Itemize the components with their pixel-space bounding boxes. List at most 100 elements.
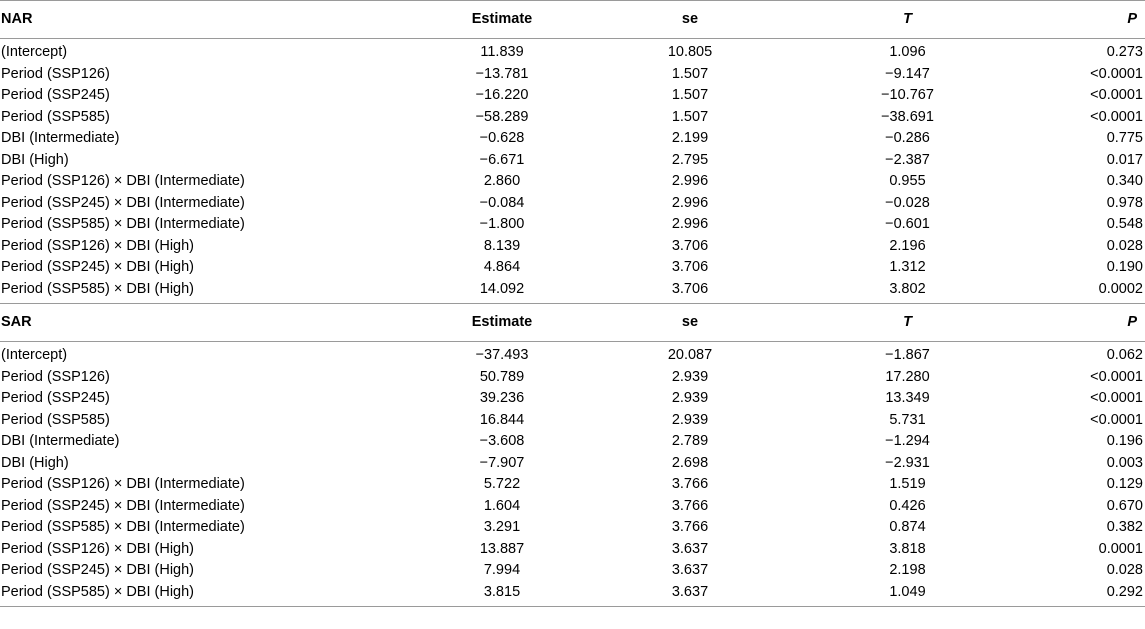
- t-cell: 17.280: [885, 368, 930, 385]
- t-cell: −0.601: [885, 216, 930, 232]
- p-cell: 0.028: [1106, 237, 1143, 254]
- p-cell: 0.0002: [1098, 280, 1143, 297]
- row-label: Period (SSP585): [1, 411, 110, 428]
- table-row: Period (SSP245) × DBI (Intermediate) −0.0…: [0, 193, 1145, 215]
- estimate-cell: 14.092: [479, 280, 525, 297]
- estimate-cell: −7.907: [479, 454, 525, 471]
- t-cell: 5.731: [889, 411, 926, 428]
- section-header-row: SAR Estimate se T P: [0, 303, 1145, 342]
- t-cell: 13.349: [885, 390, 930, 406]
- table-row: DBI (High) −7.907 2.698 −2.931 0.003: [0, 453, 1145, 475]
- column-header-se: se: [590, 303, 790, 342]
- p-cell: 0.548: [1106, 216, 1143, 232]
- table-row: Period (SSP245) 39.236 2.939 13.349 <0.0001: [0, 388, 1145, 410]
- row-label: Period (SSP245) × DBI (Intermediate): [1, 497, 245, 514]
- se-cell: 3.637: [590, 581, 790, 607]
- table-row: Period (SSP126) × DBI (Intermediate) 2.86…: [0, 171, 1145, 193]
- row-label: Period (SSP126): [1, 368, 110, 385]
- se-cell: 2.795: [671, 151, 709, 168]
- estimate-cell: 50.789: [479, 368, 525, 385]
- se-cell: 2.939: [671, 411, 709, 428]
- t-cell: 1.312: [889, 259, 926, 275]
- row-label: Period (SSP585) × DBI (Intermediate): [1, 519, 245, 535]
- estimate-cell: 3.291: [483, 519, 521, 535]
- table-row: DBI (High) −6.671 2.795 −2.387 0.017: [0, 150, 1145, 172]
- estimate-cell: −0.084: [479, 194, 525, 211]
- estimate-cell: 3.815: [400, 581, 590, 607]
- t-cell: 3.818: [889, 540, 926, 557]
- row-label: Period (SSP126) × DBI (High): [1, 540, 195, 557]
- p-cell: 0.028: [1106, 562, 1143, 578]
- estimate-cell: −16.220: [475, 87, 529, 103]
- row-label: Period (SSP245) × DBI (Intermediate): [1, 194, 245, 211]
- se-cell: 3.766: [671, 497, 709, 514]
- table-row: Period (SSP585) × DBI (Intermediate) −1.8…: [0, 214, 1145, 236]
- se-cell: 2.698: [671, 454, 709, 471]
- regression-table: NAR Estimate se T P (Intercept) 11.839 10.805 1.…: [0, 0, 1145, 607]
- se-cell: 1.507: [671, 108, 709, 125]
- p-cell: 0.190: [1106, 259, 1143, 275]
- p-cell: 0.670: [1106, 497, 1143, 514]
- t-cell: 0.955: [889, 173, 926, 189]
- row-label: Period (SSP585) × DBI (High): [0, 581, 400, 607]
- estimate-cell: −58.289: [475, 108, 529, 125]
- t-cell: 1.049: [790, 581, 1025, 607]
- row-label: Period (SSP245): [1, 87, 110, 103]
- estimate-cell: 39.236: [479, 390, 525, 406]
- se-cell: 3.637: [671, 540, 709, 557]
- se-cell: 2.939: [671, 368, 709, 385]
- row-label: Period (SSP126) × DBI (Intermediate): [1, 173, 245, 189]
- t-cell: −2.387: [885, 151, 930, 168]
- row-label: Period (SSP585) × DBI (High): [1, 280, 195, 297]
- t-cell: 0.426: [889, 497, 926, 514]
- t-cell: 1.519: [889, 476, 926, 492]
- row-label: Period (SSP126) × DBI (Intermediate): [1, 476, 245, 492]
- se-cell: 2.789: [671, 433, 709, 449]
- p-cell: 0.017: [1106, 151, 1143, 168]
- table-body: NAR Estimate se T P (Intercept) 11.839 10.805 1.…: [0, 0, 1145, 607]
- row-label: Period (SSP585) × DBI (Intermediate): [1, 216, 245, 232]
- section-title: SAR: [0, 303, 400, 342]
- t-cell: −38.691: [881, 108, 934, 125]
- p-cell: <0.0001: [1090, 87, 1143, 103]
- table-row: Period (SSP585) −58.289 1.507 −38.691 <0.000…: [0, 107, 1145, 129]
- se-cell: 3.637: [671, 562, 709, 578]
- estimate-cell: −0.628: [479, 130, 525, 146]
- table-row: Period (SSP126) −13.781 1.507 −9.147 <0.0001: [0, 64, 1145, 86]
- se-cell: 2.996: [671, 194, 709, 211]
- column-header-t: T: [790, 0, 1025, 39]
- se-cell: 1.507: [671, 65, 709, 82]
- t-cell: −0.028: [885, 194, 930, 211]
- se-cell: 10.805: [667, 44, 713, 60]
- p-cell: <0.0001: [1090, 411, 1143, 428]
- estimate-cell: 4.864: [483, 259, 521, 275]
- table-row: Period (SSP585) 16.844 2.939 5.731 <0.0001: [0, 410, 1145, 432]
- se-cell: 2.939: [671, 390, 709, 406]
- table-row: Period (SSP126) × DBI (High) 13.887 3.637 3…: [0, 539, 1145, 561]
- t-cell: −1.867: [885, 347, 930, 363]
- row-label: DBI (High): [1, 454, 69, 471]
- estimate-cell: 1.604: [483, 497, 521, 514]
- table-row: Period (SSP245) × DBI (High) 4.864 3.706 1.…: [0, 257, 1145, 279]
- t-cell: −10.767: [881, 87, 934, 103]
- row-label: DBI (High): [1, 151, 69, 168]
- p-cell: 0.775: [1106, 130, 1143, 146]
- section-title: NAR: [0, 0, 400, 39]
- t-cell: 2.196: [889, 237, 926, 254]
- column-header-p: P: [1025, 0, 1145, 39]
- table-row: Period (SSP585) × DBI (High) 3.815 3.637 1.…: [0, 581, 1145, 607]
- estimate-cell: 7.994: [483, 562, 521, 578]
- se-cell: 3.706: [671, 259, 709, 275]
- estimate-cell: −3.608: [479, 433, 525, 449]
- t-cell: 0.874: [889, 519, 926, 535]
- estimate-cell: 11.839: [480, 44, 524, 60]
- column-header-t: T: [790, 303, 1025, 342]
- row-label: DBI (Intermediate): [1, 130, 120, 146]
- row-label: (Intercept): [1, 347, 68, 363]
- p-cell: 0.340: [1106, 173, 1143, 189]
- p-cell: 0.273: [1106, 44, 1143, 60]
- column-header-p: P: [1025, 303, 1145, 342]
- column-header-estimate: Estimate: [400, 303, 590, 342]
- row-label: Period (SSP126): [1, 65, 110, 82]
- table-row: Period (SSP126) × DBI (High) 8.139 3.706 2.…: [0, 236, 1145, 258]
